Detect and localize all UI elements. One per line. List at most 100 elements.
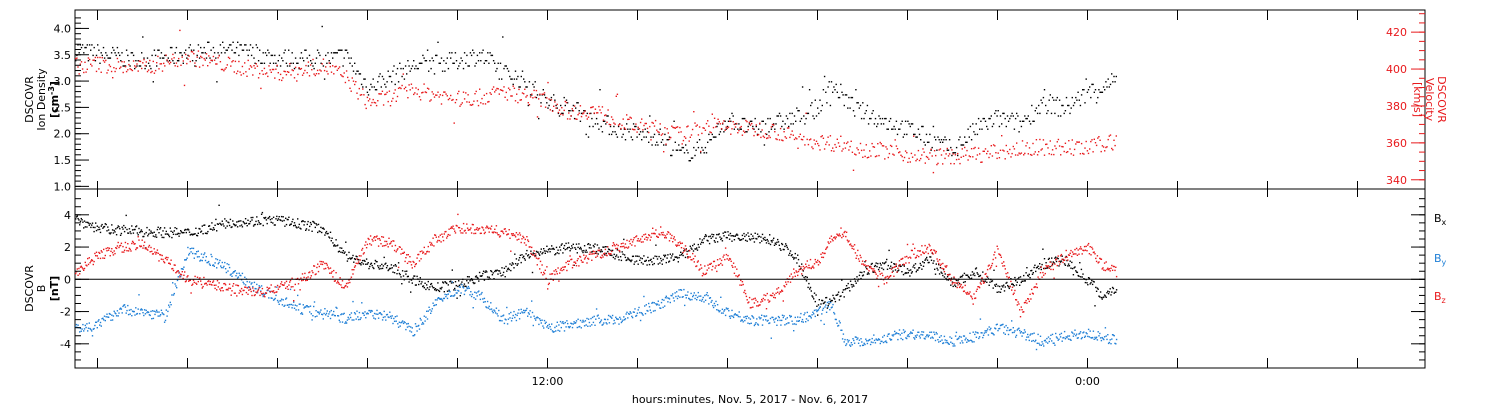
data-point xyxy=(219,222,221,225)
data-point xyxy=(937,269,939,271)
data-point xyxy=(326,310,328,312)
data-point xyxy=(724,309,726,311)
data-point xyxy=(849,345,852,347)
data-point xyxy=(865,340,868,342)
data-point xyxy=(977,117,980,120)
data-point xyxy=(1024,115,1026,117)
data-point xyxy=(407,254,409,256)
data-point xyxy=(341,286,343,289)
data-point xyxy=(882,341,885,344)
data-point xyxy=(263,62,266,64)
data-point xyxy=(473,232,475,235)
data-point xyxy=(328,313,330,315)
data-point xyxy=(930,149,932,151)
data-point xyxy=(352,70,355,72)
data-point xyxy=(87,263,90,266)
data-point xyxy=(450,295,452,297)
data-point xyxy=(157,252,159,254)
data-point xyxy=(179,276,181,278)
data-point xyxy=(1020,281,1022,284)
data-point xyxy=(454,232,457,234)
data-point xyxy=(221,220,223,222)
data-point xyxy=(199,277,201,279)
data-point xyxy=(987,334,990,336)
data-point xyxy=(865,266,867,268)
data-point xyxy=(460,103,462,106)
data-point xyxy=(805,117,807,120)
data-point xyxy=(665,144,667,146)
data-point xyxy=(391,100,393,102)
data-point xyxy=(935,154,937,157)
data-point xyxy=(578,110,580,112)
data-point xyxy=(1014,117,1017,120)
data-point xyxy=(692,294,695,297)
data-point xyxy=(137,70,139,72)
data-point xyxy=(235,224,237,226)
data-point xyxy=(380,267,382,270)
data-point xyxy=(1027,275,1030,277)
data-point xyxy=(895,265,897,267)
data-point xyxy=(228,224,231,227)
data-point xyxy=(335,52,337,54)
data-point xyxy=(187,228,189,230)
data-point xyxy=(1033,332,1035,334)
data-point xyxy=(339,247,341,249)
data-point xyxy=(225,49,227,51)
data-point xyxy=(601,106,604,108)
data-point xyxy=(276,215,278,218)
data-point xyxy=(84,324,86,327)
data-point xyxy=(790,123,792,125)
data-point xyxy=(864,343,866,346)
data-point xyxy=(392,70,394,72)
data-point xyxy=(192,247,195,250)
data-point xyxy=(599,89,601,91)
data-point xyxy=(430,99,432,101)
data-point xyxy=(919,262,921,265)
data-point xyxy=(798,110,800,112)
data-point xyxy=(94,324,96,327)
data-point xyxy=(123,224,125,227)
data-point xyxy=(340,284,342,286)
data-point xyxy=(387,316,389,318)
data-point xyxy=(1089,330,1091,332)
data-point xyxy=(1091,139,1093,141)
data-point xyxy=(172,231,174,233)
data-point xyxy=(605,322,607,324)
data-point xyxy=(887,128,889,130)
data-point xyxy=(212,46,215,49)
data-point xyxy=(490,302,492,304)
data-point xyxy=(1067,104,1069,107)
data-point xyxy=(927,336,929,338)
data-point xyxy=(1002,323,1004,326)
data-point xyxy=(603,318,606,320)
data-point xyxy=(143,309,146,311)
data-point xyxy=(406,254,408,256)
data-point xyxy=(712,234,715,236)
data-point xyxy=(603,254,606,256)
data-point xyxy=(406,326,409,328)
data-point xyxy=(547,81,549,84)
data-point xyxy=(661,139,664,141)
data-point xyxy=(904,272,906,275)
data-point xyxy=(833,311,835,314)
data-point xyxy=(83,220,86,222)
data-point xyxy=(468,287,470,289)
data-point xyxy=(1047,342,1049,344)
data-point xyxy=(732,316,735,319)
data-point xyxy=(860,117,863,120)
data-point xyxy=(634,128,636,131)
data-point xyxy=(668,138,671,141)
data-point xyxy=(920,264,922,266)
data-point xyxy=(117,61,120,63)
data-point xyxy=(894,269,897,271)
data-point xyxy=(1011,331,1014,334)
data-point xyxy=(122,228,124,230)
data-point xyxy=(130,308,132,311)
data-point xyxy=(118,312,120,314)
data-point xyxy=(619,251,621,253)
data-point xyxy=(713,240,716,242)
data-point xyxy=(302,279,304,281)
data-point xyxy=(368,238,370,241)
data-point xyxy=(232,41,234,43)
data-point xyxy=(575,320,578,322)
